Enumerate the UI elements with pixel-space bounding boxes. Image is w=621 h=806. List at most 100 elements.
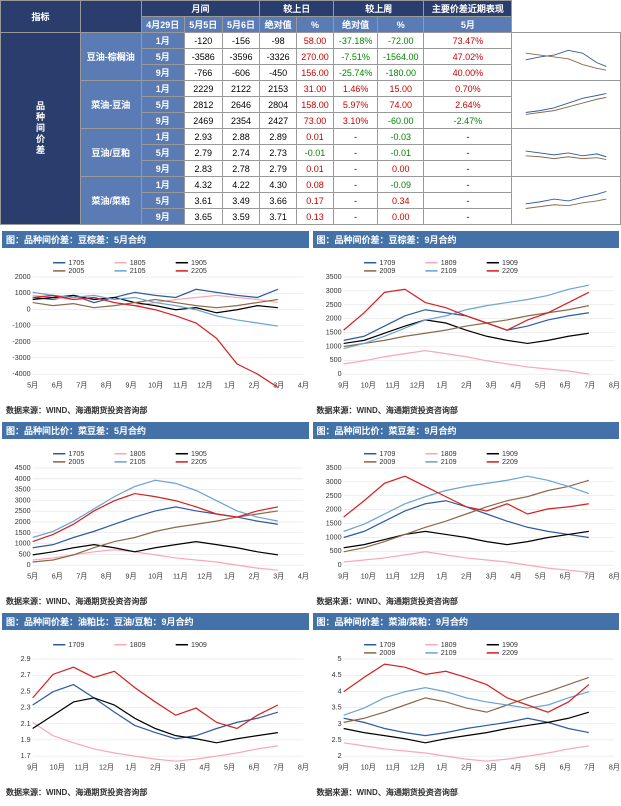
svg-text:2009: 2009 <box>379 458 395 466</box>
month-cell: 9月 <box>141 65 184 81</box>
delta-pct-day: 3.10% <box>334 113 378 129</box>
svg-text:1500: 1500 <box>15 529 31 537</box>
svg-text:4月: 4月 <box>298 572 309 580</box>
delta-abs-day: 73.00 <box>296 113 333 129</box>
chart-box: 图：品种间价差：油粕比：豆油/豆粕：9月合约 1.71.92.12.32.52.… <box>2 613 309 800</box>
svg-text:500: 500 <box>19 550 31 558</box>
month-cell: 1月 <box>141 81 184 97</box>
delta-abs-day: 0.13 <box>296 209 333 225</box>
value-cell: -766 <box>184 65 222 81</box>
svg-text:9月: 9月 <box>338 763 349 771</box>
svg-text:4: 4 <box>337 687 341 695</box>
svg-text:9月: 9月 <box>27 763 38 771</box>
delta-pct-week: - <box>424 209 512 225</box>
delta-pct-day: - <box>334 129 378 145</box>
svg-text:12月: 12月 <box>409 763 424 771</box>
svg-text:2009: 2009 <box>379 267 395 275</box>
svg-text:2000: 2000 <box>15 273 31 281</box>
value-cell: 2.73 <box>260 145 297 161</box>
delta-pct-week: -2.47% <box>424 113 512 129</box>
svg-text:4月: 4月 <box>199 763 210 771</box>
chart-title: 图：品种间价差：油粕比：豆油/豆粕：9月合约 <box>2 613 309 630</box>
value-cell: -3596 <box>222 49 260 65</box>
svg-text:7月: 7月 <box>584 381 595 389</box>
svg-text:3000: 3000 <box>15 496 31 504</box>
svg-text:1709: 1709 <box>379 641 395 649</box>
svg-text:1000: 1000 <box>325 342 341 350</box>
svg-text:11月: 11月 <box>385 763 400 771</box>
svg-text:7月: 7月 <box>76 381 87 389</box>
svg-text:12月: 12月 <box>197 381 212 389</box>
chart-box: 图：品种间比价：菜豆差：5月合约 05001000150020002500300… <box>2 422 309 609</box>
svg-text:4.5: 4.5 <box>331 671 341 679</box>
chart-box: 图：品种间价差：菜油/菜粕：9月合约 22.533.544.559月10月11月… <box>313 613 620 800</box>
svg-text:2000: 2000 <box>325 315 341 323</box>
svg-text:1809: 1809 <box>440 641 456 649</box>
value-cell: 3.66 <box>260 193 297 209</box>
svg-text:7月: 7月 <box>273 763 284 771</box>
svg-text:0: 0 <box>27 561 31 569</box>
value-cell: 2.79 <box>260 161 297 177</box>
value-cell: 4.22 <box>222 177 260 193</box>
svg-text:1709: 1709 <box>379 450 395 458</box>
month-cell: 5月 <box>141 193 184 209</box>
svg-text:6月: 6月 <box>52 572 63 580</box>
svg-text:2105: 2105 <box>130 267 146 275</box>
svg-text:2500: 2500 <box>15 507 31 515</box>
value-cell: 2.83 <box>184 161 222 177</box>
value-cell: -450 <box>260 65 297 81</box>
side-label: 品种间价差 <box>1 33 81 225</box>
svg-text:2月: 2月 <box>461 381 472 389</box>
svg-text:2月: 2月 <box>249 572 260 580</box>
value-cell: -606 <box>222 65 260 81</box>
th-vs-prev-week: 较上周 <box>334 1 424 17</box>
svg-text:2月: 2月 <box>150 763 161 771</box>
svg-text:-3000: -3000 <box>12 354 30 362</box>
delta-pct-day: - <box>334 177 378 193</box>
svg-text:2005: 2005 <box>68 458 84 466</box>
svg-text:1709: 1709 <box>379 259 395 267</box>
delta-abs-week: 15.00 <box>378 81 424 97</box>
svg-text:3.5: 3.5 <box>331 704 341 712</box>
svg-text:4月: 4月 <box>510 763 521 771</box>
month-cell: 5月 <box>141 49 184 65</box>
value-cell: -3326 <box>260 49 297 65</box>
svg-text:10月: 10月 <box>50 763 65 771</box>
delta-abs-day: 158.00 <box>296 97 333 113</box>
delta-pct-week: 2.64% <box>424 97 512 113</box>
svg-text:10月: 10月 <box>360 763 375 771</box>
svg-text:2000: 2000 <box>15 518 31 526</box>
value-cell: 2.78 <box>222 161 260 177</box>
table-row: 品种间价差豆油-棕榈油1月-120-156-9858.00-37.18%-72.… <box>1 33 621 49</box>
sparkline <box>521 132 611 172</box>
svg-text:7月: 7月 <box>584 572 595 580</box>
svg-text:2.5: 2.5 <box>21 687 31 695</box>
delta-abs-day: 0.08 <box>296 177 333 193</box>
chart-box: 图：品种间价差：豆棕差：9月合约 05001000150020002500300… <box>313 231 620 418</box>
svg-text:-2000: -2000 <box>12 338 30 346</box>
svg-text:1000: 1000 <box>15 540 31 548</box>
th-recent: 主要价差近期表现 <box>424 1 512 17</box>
svg-text:2105: 2105 <box>130 458 146 466</box>
delta-abs-day: -0.01 <box>296 145 333 161</box>
svg-text:2209: 2209 <box>502 267 518 275</box>
delta-pct-week: - <box>424 161 512 177</box>
sparkline-cell <box>512 177 621 225</box>
table-body: 品种间价差豆油-棕榈油1月-120-156-9858.00-37.18%-72.… <box>1 33 621 225</box>
svg-text:4000: 4000 <box>15 475 31 483</box>
value-cell: 2.93 <box>184 129 222 145</box>
month-cell: 9月 <box>141 113 184 129</box>
svg-text:8月: 8月 <box>608 763 619 771</box>
svg-text:12月: 12月 <box>99 763 114 771</box>
chart-title: 图：品种间价差：菜油/菜粕：9月合约 <box>313 613 620 630</box>
delta-abs-week: -60.00 <box>378 113 424 129</box>
svg-text:1805: 1805 <box>130 450 146 458</box>
month-cell: 5月 <box>141 145 184 161</box>
svg-text:1月: 1月 <box>126 763 137 771</box>
svg-text:2109: 2109 <box>440 649 456 657</box>
svg-text:3500: 3500 <box>325 464 341 472</box>
chart-svg: 0500100015002000250030003500400045005月6月… <box>2 439 309 589</box>
delta-abs-day: 0.17 <box>296 193 333 209</box>
svg-text:1月: 1月 <box>224 381 235 389</box>
header-row-0: 指标 月间 较上日 较上周 主要价差近期表现 <box>1 1 621 17</box>
